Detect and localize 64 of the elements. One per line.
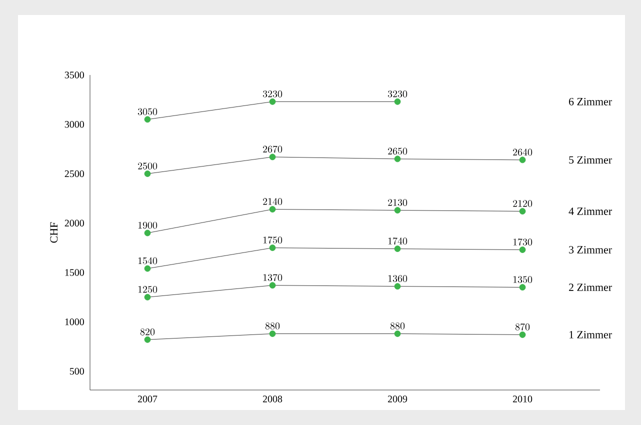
data-label: 2130 — [388, 199, 408, 206]
point — [394, 283, 401, 290]
data-label: 870 — [515, 323, 530, 330]
data-label: 1900 — [138, 222, 158, 229]
x-tick-label: 2007 — [138, 396, 158, 402]
text: 6 Zimmer — [569, 98, 612, 106]
y-tick-label: 1500 — [65, 269, 84, 276]
point — [144, 230, 151, 236]
y-tick-label: 1000 — [65, 318, 84, 326]
data-label: 1360 — [388, 275, 408, 282]
point — [394, 207, 401, 214]
y-tick-label: 2000 — [64, 220, 84, 226]
point — [519, 208, 526, 214]
point — [269, 282, 276, 289]
data-label: 1730 — [513, 238, 532, 246]
x-tick-label: 2008 — [262, 396, 282, 402]
y-tick-label: 2500 — [64, 170, 84, 178]
data-label: 3230 — [262, 90, 282, 98]
data-label: 2500 — [138, 162, 158, 170]
point — [394, 246, 401, 252]
data-label: 1350 — [513, 276, 532, 283]
data-label: 2640 — [513, 148, 532, 156]
data-label: 880 — [390, 322, 405, 330]
x-tick-label: 2010 — [512, 396, 532, 402]
point — [269, 244, 276, 252]
point — [394, 330, 401, 337]
data-label: 2670 — [263, 146, 282, 153]
point — [269, 206, 276, 212]
y-tick-label: 3000 — [64, 121, 84, 128]
text: 1 Zimmer — [570, 331, 612, 338]
y-tick-label: 3500 — [64, 72, 84, 78]
point — [269, 330, 276, 337]
text: 4 Zimmer — [568, 208, 612, 215]
point — [394, 156, 401, 162]
point — [269, 98, 276, 105]
point — [144, 336, 151, 343]
data-label: 1370 — [263, 274, 282, 282]
text: 5 Zimmer — [569, 156, 612, 164]
point — [144, 170, 151, 177]
point — [394, 98, 401, 105]
data-label: 1750 — [263, 236, 282, 244]
data-label: 2650 — [388, 148, 408, 155]
text: 2 Zimmer — [569, 284, 612, 291]
data-label: 1540 — [138, 257, 158, 264]
data-label: 2140 — [263, 198, 282, 205]
data-label: 820 — [140, 328, 155, 336]
data-label: 2120 — [513, 200, 532, 207]
point — [144, 116, 151, 123]
data-label: 880 — [265, 322, 280, 330]
y-axis-title: CHF — [50, 222, 58, 243]
point — [519, 332, 526, 338]
text: 3 Zimmer — [569, 246, 612, 254]
point — [519, 246, 526, 253]
data-label: 1740 — [388, 238, 408, 244]
point — [519, 284, 526, 290]
data-label: 1250 — [138, 286, 158, 293]
point — [144, 265, 151, 272]
point — [144, 294, 151, 300]
data-label: 3230 — [388, 90, 408, 98]
x-tick-label: 2009 — [388, 396, 408, 402]
point — [269, 154, 276, 160]
point — [519, 156, 526, 164]
y-tick-label: 500 — [70, 368, 84, 375]
data-label: 3050 — [138, 108, 158, 116]
